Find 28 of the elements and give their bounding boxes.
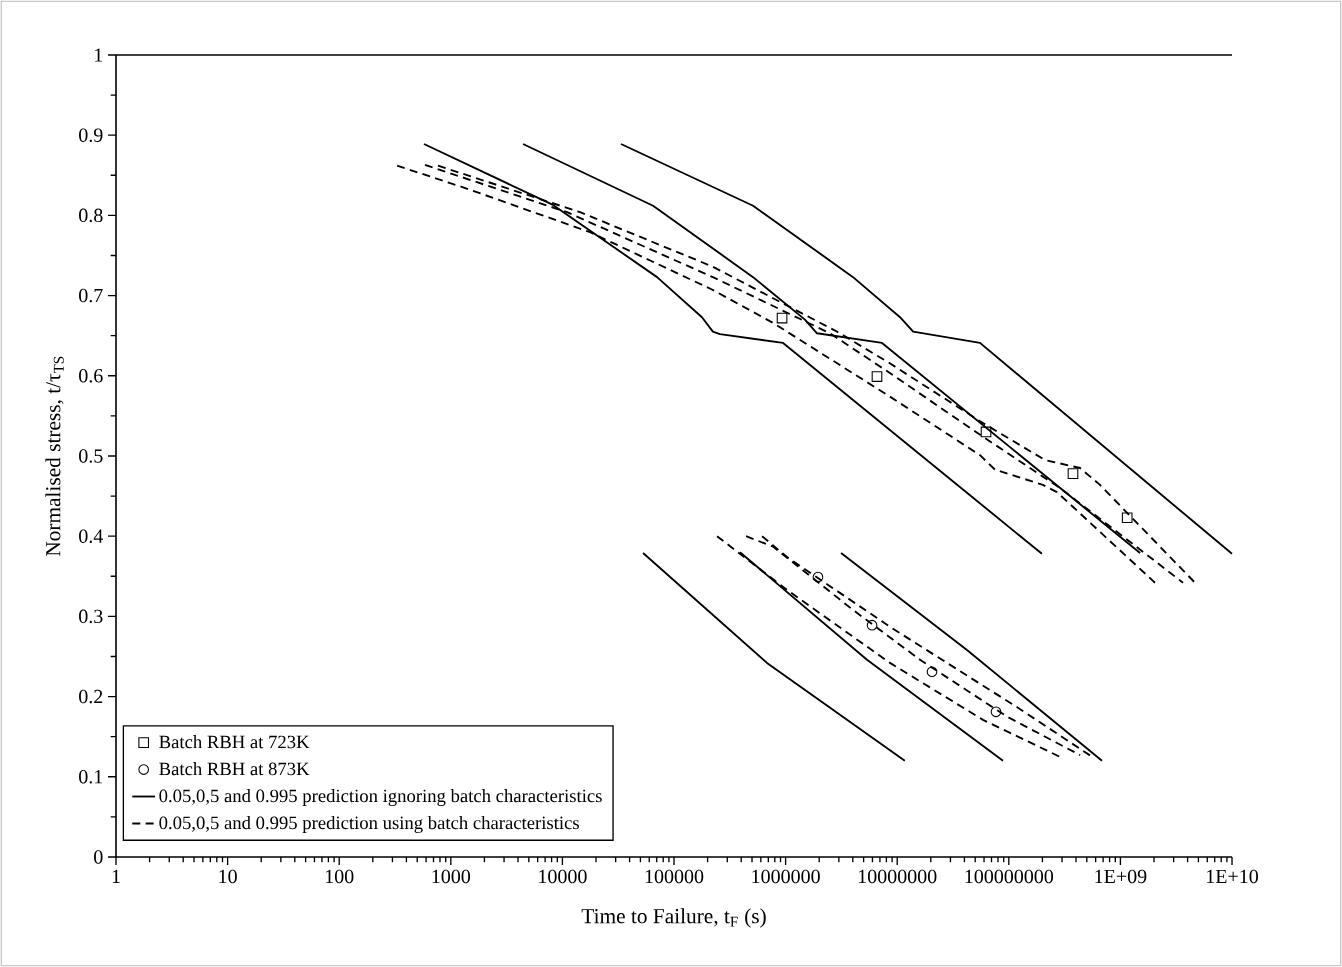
y-tick-label: 0.4 xyxy=(79,529,103,543)
y-tick-label: 0.7 xyxy=(79,288,103,303)
x-tick-label: 10 xyxy=(219,869,237,884)
x-tick-label: 100 xyxy=(325,869,354,884)
x-tick-label: 1E+09 xyxy=(1095,869,1147,884)
x-tick-label: 100000000 xyxy=(965,869,1054,884)
x-tick-label: 1000 xyxy=(432,869,471,884)
y-tick-label: 0.9 xyxy=(79,128,103,142)
x-tick-label: 1E+10 xyxy=(1207,869,1258,884)
legend-label: Batch RBH at 723K xyxy=(159,735,310,749)
legend-label: Batch RBH at 873K xyxy=(159,762,310,776)
y-tick-label: 0.2 xyxy=(79,689,103,704)
y-axis-title: Normalised stress, t/τ$_{TS}$ xyxy=(45,356,64,557)
x-tick-label: 1 xyxy=(112,869,120,883)
y-tick-label: 0.3 xyxy=(79,609,103,624)
y-tick-label: 0.6 xyxy=(79,369,103,383)
x-axis-title: Time to Failure, t$_{F}$ (s) xyxy=(581,908,766,928)
y-tick-label: 1 xyxy=(95,48,103,62)
x-tick-label: 1000000 xyxy=(752,869,820,884)
y-tick-label: 0.8 xyxy=(79,208,103,223)
y-tick-label: 0.5 xyxy=(79,449,103,463)
y-tick-label: 0 xyxy=(94,850,103,864)
legend-label: 0.05,0,5 and 0.995 prediction using batch characteristics xyxy=(159,815,579,833)
x-tick-label: 100000 xyxy=(645,869,704,884)
x-tick-label: 10000 xyxy=(539,869,587,884)
x-tick-label: 10000000 xyxy=(858,869,937,884)
y-tick-label: 0.1 xyxy=(79,769,103,784)
legend-label: 0.05,0,5 and 0.995 prediction ignoring batch characteristics xyxy=(159,789,602,807)
